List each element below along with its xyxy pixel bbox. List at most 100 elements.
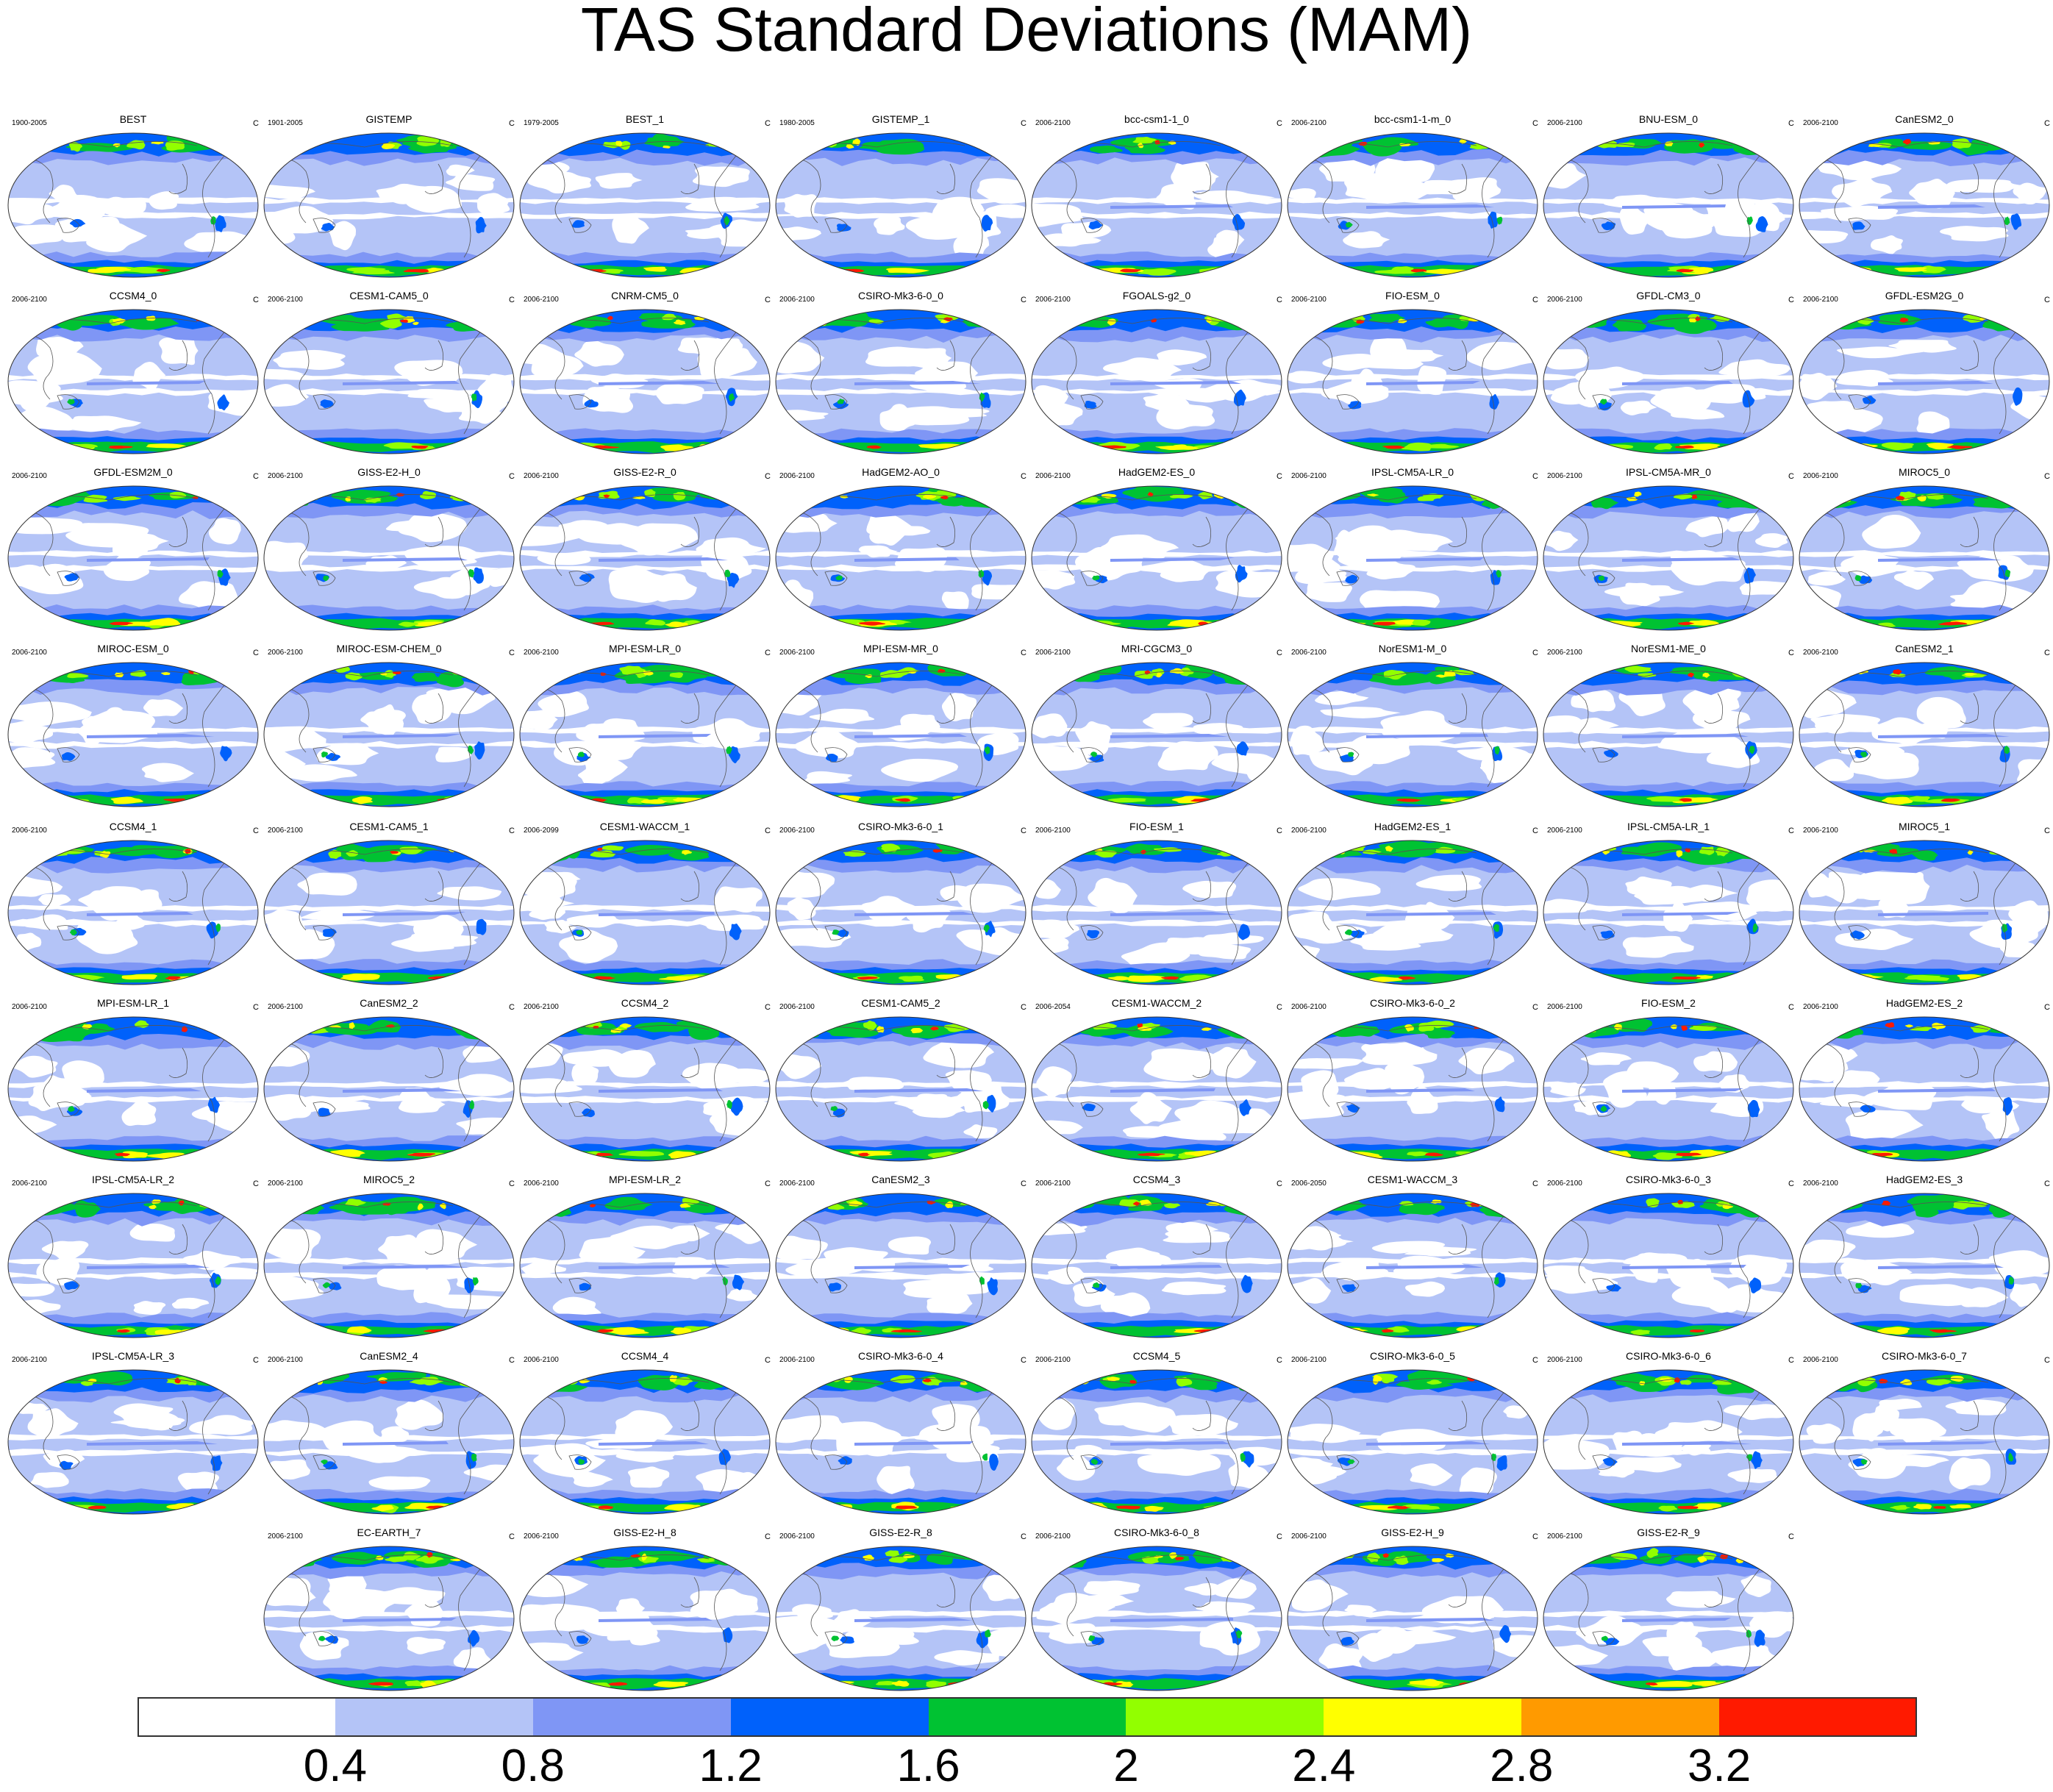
panel-title: MIROC5_0 (1898, 466, 1951, 478)
panel-period: 2006-2100 (779, 1532, 815, 1541)
robinson-map (519, 1016, 771, 1162)
robinson-map (263, 662, 515, 807)
panel-period: 2006-2100 (1035, 1356, 1071, 1364)
panel-period: 2006-2100 (779, 1356, 815, 1364)
colorbar-tick-label: 3.2 (1688, 1741, 1752, 1791)
colorbar (138, 1697, 1918, 1738)
map-panel: IPSL-CM5A-MR_0 2006-2100 C (1541, 463, 1796, 634)
panel-period: 2006-2100 (12, 1003, 47, 1011)
map-panel: MRI-CGCM3_0 2006-2100 C (1029, 640, 1284, 810)
robinson-map (1287, 1016, 1538, 1162)
panel-units: C (1788, 1532, 1794, 1541)
colorbar-tick-label: 0.8 (501, 1741, 565, 1791)
robinson-map (7, 132, 259, 278)
panel-period: 2006-2100 (1291, 1532, 1327, 1541)
robinson-map (519, 1193, 771, 1338)
map-panel: GFDL-ESM2G_0 2006-2100 C (1797, 287, 2052, 457)
map-panel: IPSL-CM5A-LR_3 2006-2100 C (6, 1347, 260, 1518)
panel-title: CSIRO-Mk3-6-0_7 (1882, 1350, 1967, 1362)
panel-period: 2006-2100 (524, 1179, 559, 1188)
robinson-map (1543, 309, 1794, 454)
panel-period: 2006-2100 (1803, 1179, 1838, 1188)
panel-period: 2006-2100 (779, 472, 815, 480)
map-panel: CanESM2_2 2006-2100 C (262, 994, 516, 1165)
robinson-map (775, 309, 1026, 454)
panel-units: C (1532, 296, 1538, 304)
robinson-map (1799, 1193, 2050, 1338)
map-panel: CanESM2_3 2006-2100 C (774, 1171, 1028, 1341)
panel-title: CESM1-WACCM_2 (1111, 997, 1202, 1009)
panel-units: C (509, 1356, 515, 1365)
panel-title: GISS-E2-R_0 (613, 466, 676, 478)
panel-period: 2006-2100 (1547, 119, 1582, 127)
panel-title: CanESM2_1 (1895, 643, 1954, 654)
colorbar-swatch (1719, 1697, 1918, 1737)
map-panel: CCSM4_3 2006-2100 C (1029, 1171, 1284, 1341)
map-panel: MPI-ESM-LR_1 2006-2100 C (6, 994, 260, 1165)
panel-units: C (1532, 649, 1538, 657)
colorbar-swatch (1324, 1697, 1522, 1737)
panel-title: GISS-E2-H_9 (1381, 1527, 1444, 1538)
panel-units: C (509, 1532, 515, 1541)
panel-title: IPSL-CM5A-LR_3 (91, 1350, 175, 1362)
panel-title: BEST (119, 113, 147, 125)
panel-period: 2006-2100 (12, 1356, 47, 1364)
panel-units: C (1277, 296, 1282, 304)
panel-period: 2006-2100 (268, 1003, 303, 1011)
map-panel: MIROC-ESM-CHEM_0 2006-2100 C (262, 640, 516, 810)
panel-period: 2006-2100 (1291, 649, 1327, 657)
panel-title: CSIRO-Mk3-6-0_6 (1626, 1350, 1711, 1362)
colorbar-swatch (335, 1697, 534, 1737)
panel-title: CNRM-CM5_0 (611, 290, 679, 301)
robinson-map (775, 840, 1026, 985)
map-panel: GISS-E2-R_8 2006-2100 C (774, 1524, 1028, 1694)
panel-title: HadGEM2-ES_3 (1885, 1174, 1963, 1185)
map-panel: CESM1-CAM5_2 2006-2100 C (774, 994, 1028, 1165)
panel-period: 2006-2100 (1803, 827, 1838, 835)
map-panel: CESM1-WACCM_2 2006-2054 C (1029, 994, 1284, 1165)
panel-title: GFDL-CM3_0 (1636, 290, 1701, 301)
panel-title: CanESM2_4 (360, 1350, 418, 1362)
map-panel: BEST 1900-2005 C (6, 110, 260, 281)
panel-period: 2006-2099 (524, 827, 559, 835)
robinson-map (1543, 1546, 1794, 1691)
panel-title: EC-EARTH_7 (357, 1527, 421, 1538)
panel-title: CCSM4_1 (109, 821, 157, 832)
map-panel: CCSM4_2 2006-2100 C (518, 994, 772, 1165)
panel-units: C (765, 472, 771, 481)
panel-title: CSIRO-Mk3-6-0_2 (1370, 997, 1455, 1009)
map-panel: MPI-ESM-LR_2 2006-2100 C (518, 1171, 772, 1341)
panel-units: C (1277, 649, 1282, 657)
panel-period: 1901-2005 (268, 119, 303, 127)
panel-units: C (1021, 1532, 1026, 1541)
panel-units: C (1532, 119, 1538, 128)
map-panel: HadGEM2-ES_0 2006-2100 C (1029, 463, 1284, 634)
robinson-map (1287, 309, 1538, 454)
panel-period: 2006-2100 (1291, 1356, 1327, 1364)
panel-units: C (1788, 1356, 1794, 1365)
panel-title: MIROC5_1 (1898, 821, 1951, 832)
robinson-map (1799, 662, 2050, 807)
map-panel: CNRM-CM5_0 2006-2100 C (518, 287, 772, 457)
panel-units: C (1788, 649, 1794, 657)
robinson-map (7, 1016, 259, 1162)
map-panel: HadGEM2-ES_2 2006-2100 C (1797, 994, 2052, 1165)
robinson-map (775, 662, 1026, 807)
panel-units: C (1277, 119, 1282, 128)
panel-units: C (1277, 1179, 1282, 1188)
panel-units: C (253, 296, 259, 304)
panel-period: 2006-2050 (1291, 1179, 1327, 1188)
map-panel: FGOALS-g2_0 2006-2100 C (1029, 287, 1284, 457)
map-panel: GISS-E2-H_8 2006-2100 C (518, 1524, 772, 1694)
panel-title: bcc-csm1-1-m_0 (1374, 113, 1452, 125)
colorbar-tick-label: 1.6 (896, 1741, 960, 1791)
robinson-map (1287, 1193, 1538, 1338)
map-panel: GISS-E2-H_9 2006-2100 C (1285, 1524, 1540, 1694)
panel-period: 2006-2100 (1547, 1532, 1582, 1541)
panel-period: 1980-2005 (779, 119, 815, 127)
panel-period: 2006-2100 (268, 1356, 303, 1364)
panel-title: NorESM1-ME_0 (1631, 643, 1706, 654)
robinson-map (263, 309, 515, 454)
panel-title: CESM1-WACCM_3 (1367, 1174, 1458, 1185)
robinson-map (775, 1193, 1026, 1338)
